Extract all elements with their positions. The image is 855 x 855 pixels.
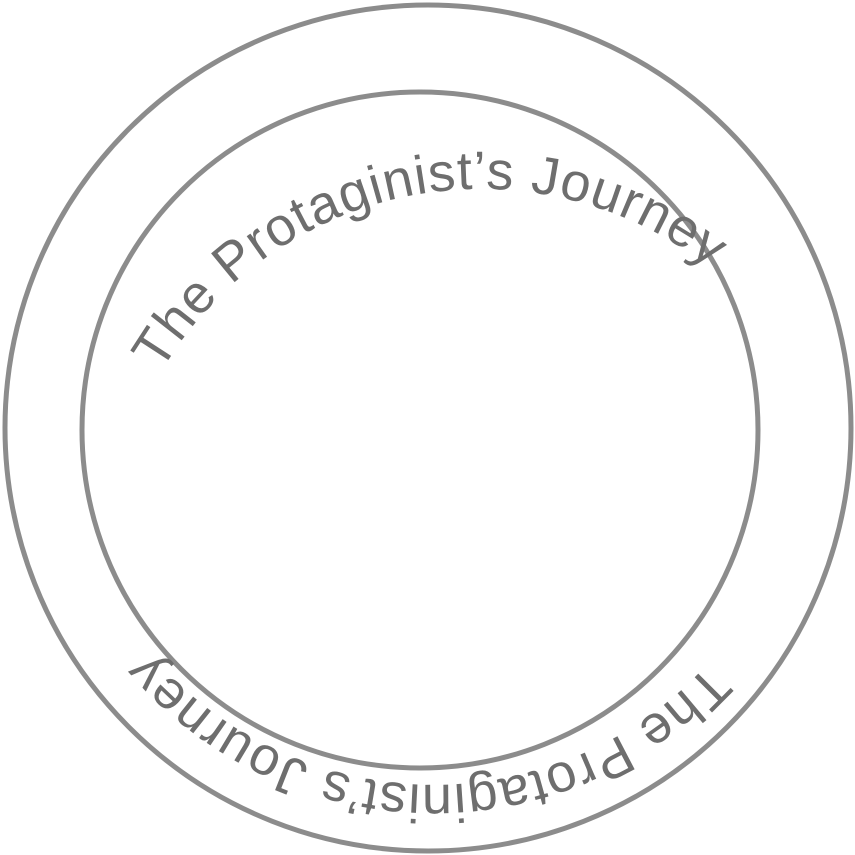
inner-ring [79,89,761,771]
ring-text-top: The Protaginist’s Journey [121,141,740,379]
ring-text-top-path: The Protaginist’s Journey [121,141,739,379]
ring-text-bottom-path: The Protaginist’s Journey [113,644,741,833]
ring-text-bottom: The Protaginist’s Journey [113,644,742,833]
